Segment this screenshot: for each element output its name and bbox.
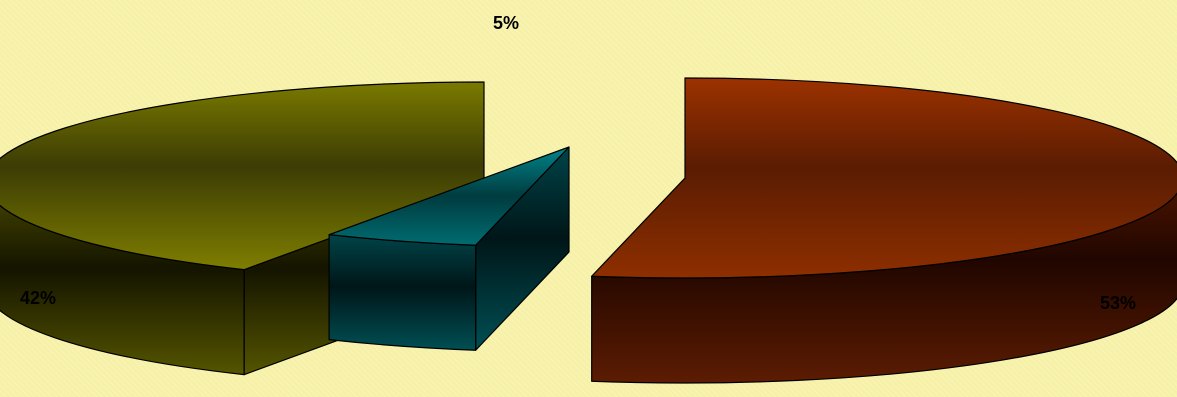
data-label-2: 42% (20, 288, 56, 308)
data-labels: 53% 5% 42% (20, 13, 1136, 313)
data-label-0: 53% (1100, 293, 1136, 313)
pie-slice-1 (328, 146, 570, 351)
pie-slices (0, 77, 1177, 384)
data-label-1: 5% (493, 13, 519, 33)
pie-slice-0 (591, 77, 1177, 384)
